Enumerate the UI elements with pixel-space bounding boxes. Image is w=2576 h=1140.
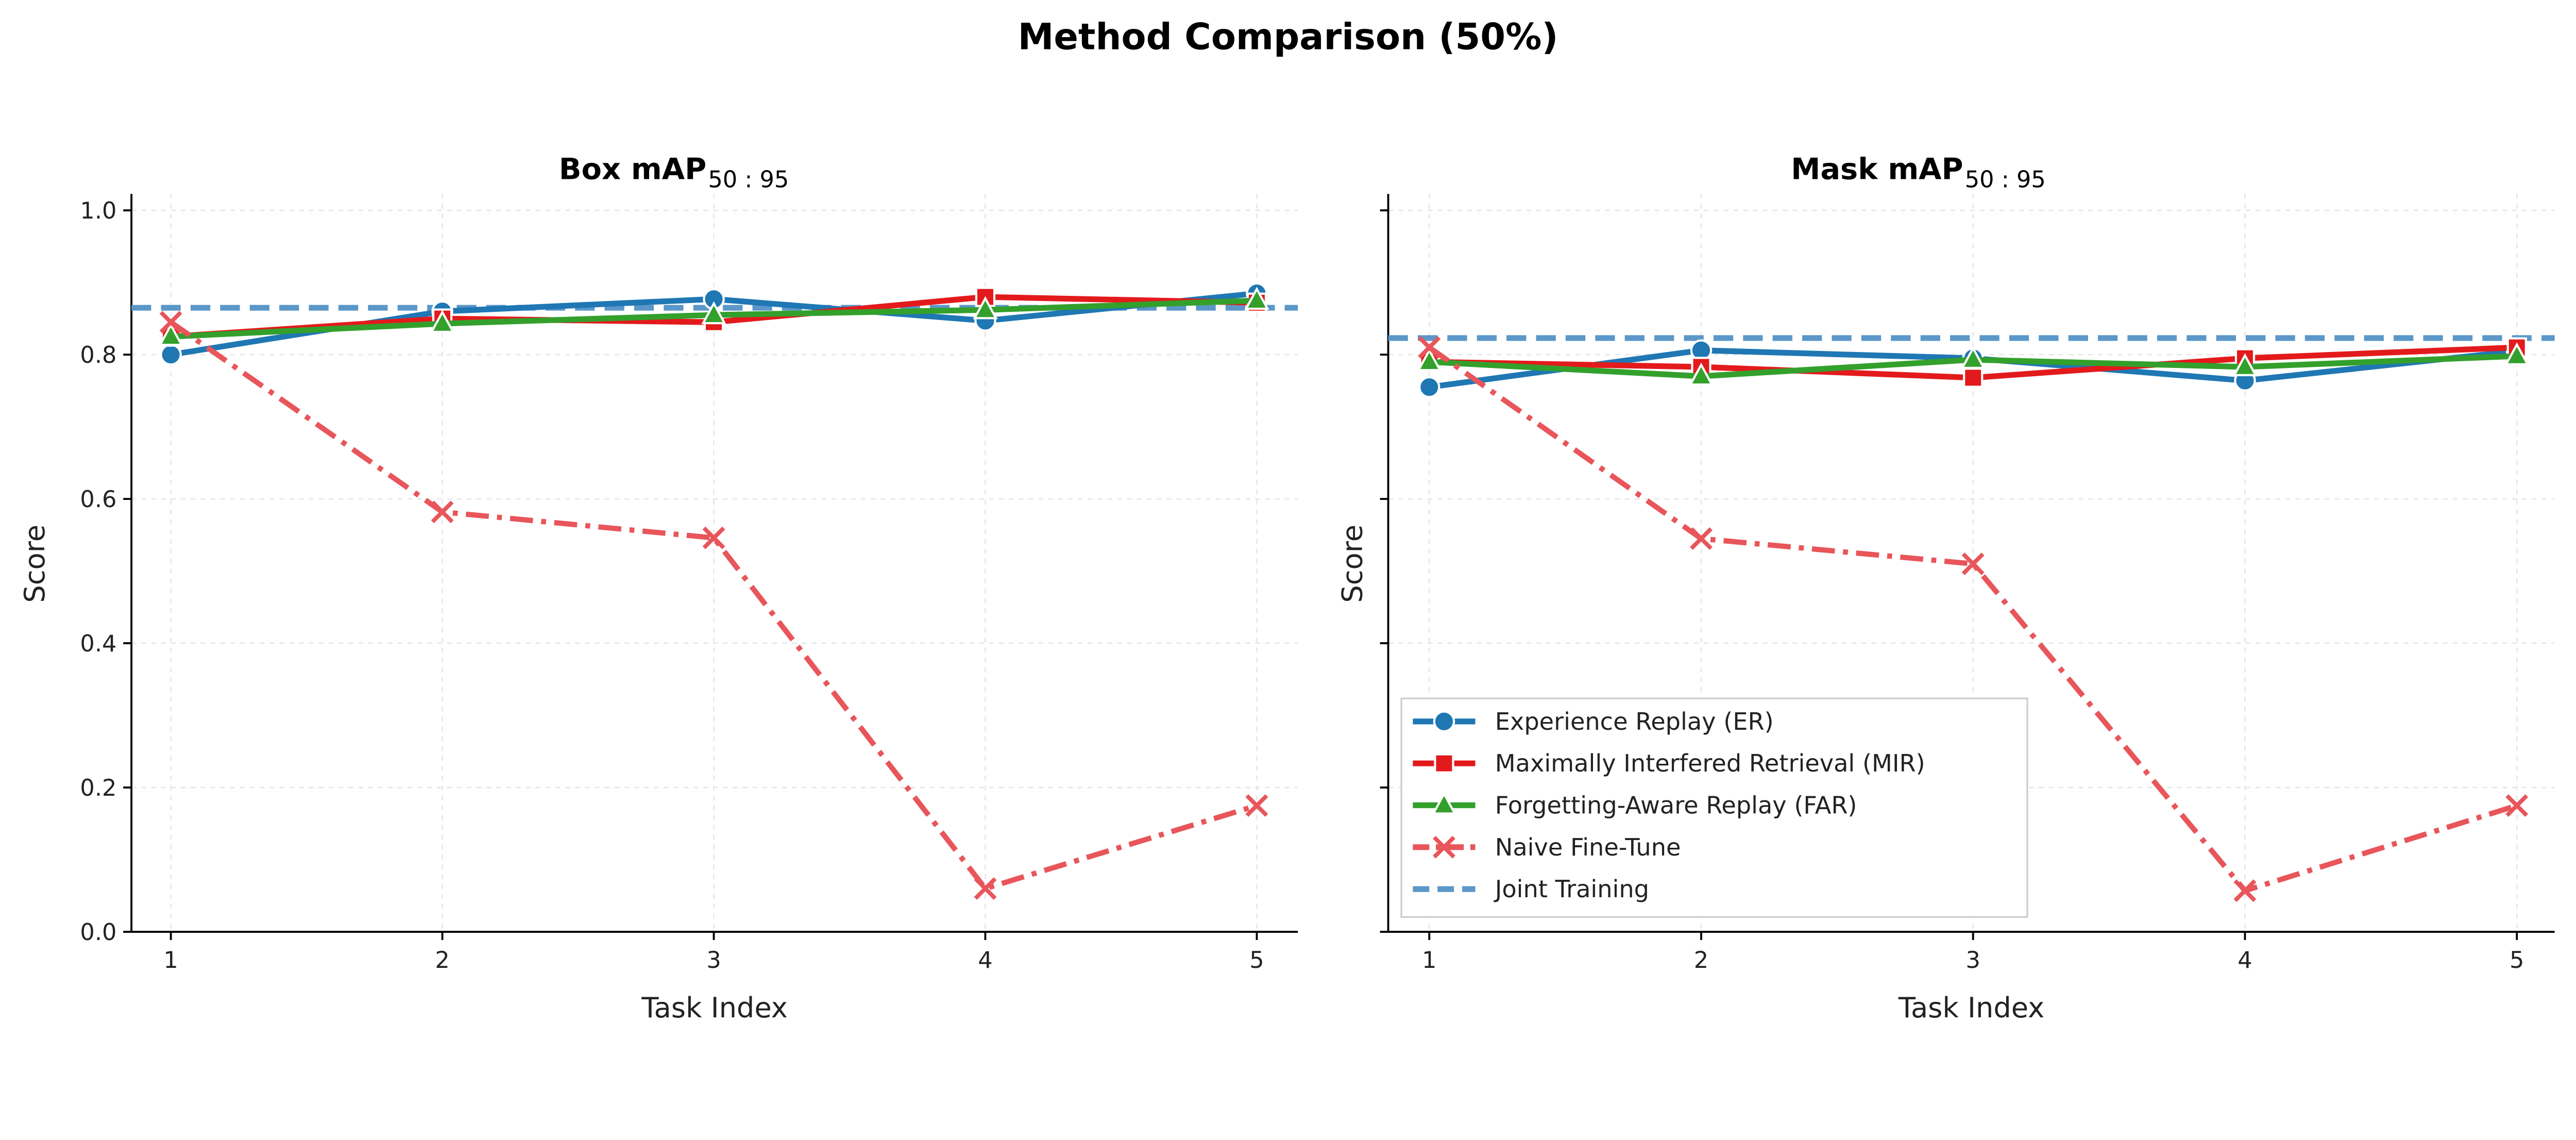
series-triangle — [158, 287, 1269, 346]
x-tick-label: 4 — [2238, 947, 2252, 974]
data-point — [1418, 376, 1440, 398]
panel-title-main: Mask mAP — [1791, 152, 1963, 187]
y-tick-label: 1.0 — [80, 197, 116, 224]
panel-mask: 1 2 3 4 5 Task Index Score Mask mAP 50 : 95 — [1336, 152, 2555, 1024]
legend-item: Forgetting-Aware Replay (FAR) — [1413, 791, 1857, 819]
legend-label: Joint Training — [1494, 875, 1649, 903]
panel-title-subscript: 50 : 95 — [708, 166, 789, 193]
y-axis-label: Score — [1336, 525, 1368, 603]
data-point — [973, 296, 998, 320]
y-tick-label: 0.0 — [80, 919, 116, 946]
x-tick-label: 5 — [2510, 947, 2524, 974]
y-tick-label: 0.4 — [80, 630, 116, 657]
x-tick-label: 4 — [978, 947, 992, 974]
legend-frame — [1400, 697, 2028, 918]
data-point — [1960, 346, 1986, 369]
data-point — [1418, 336, 1441, 359]
legend-marker — [1434, 753, 1454, 774]
x-tick-label: 5 — [1249, 947, 1264, 974]
series-line — [169, 320, 1258, 892]
legend-label: Experience Replay (ER) — [1495, 708, 1774, 735]
panel-title: Box mAP 50 : 95 — [559, 152, 789, 193]
x-tick-label: 1 — [1422, 947, 1436, 974]
legend-item: Experience Replay (ER) — [1413, 708, 1774, 735]
legend-label: Maximally Interfered Retrieval (MIR) — [1495, 749, 1925, 777]
data-point — [1244, 287, 1269, 310]
legend-marker — [1431, 791, 1457, 815]
panel-title-main: Box mAP — [559, 152, 706, 187]
data-point — [1690, 527, 1713, 550]
data-point — [1961, 552, 1985, 576]
legend-marker — [1433, 710, 1455, 733]
x-tick-label: 2 — [435, 947, 449, 974]
data-point — [2232, 353, 2258, 376]
data-point — [974, 877, 997, 900]
series-triangle — [1417, 342, 2530, 386]
data-point — [430, 310, 455, 333]
data-point — [1688, 362, 1714, 386]
y-tick-label: 0.8 — [80, 342, 116, 368]
series-line — [1428, 345, 2518, 894]
y-tick-label: 0.6 — [80, 486, 116, 513]
legend: Experience Replay (ER) Maximally Interfer… — [1400, 697, 2028, 918]
legend-label: Forgetting-Aware Replay (FAR) — [1495, 791, 1857, 819]
data-point — [1245, 794, 1268, 817]
legend-marker — [1432, 835, 1455, 859]
data-point — [2233, 879, 2257, 902]
panel-box: 0.0 0.2 0.4 0.6 0.8 1.0 1 2 3 4 5 Task Index Score Bo… — [19, 152, 1298, 1024]
x-tick-label: 3 — [706, 947, 721, 974]
legend-item: Naive Fine-Tune — [1413, 833, 1681, 861]
x-tick-label: 3 — [1966, 947, 1980, 974]
x-tick-label: 2 — [1694, 947, 1708, 974]
x-axis-label: Task Index — [641, 992, 787, 1024]
panel-title-subscript: 50 : 95 — [1965, 166, 2046, 193]
y-axis-label: Score — [19, 525, 51, 603]
data-point — [160, 343, 182, 366]
data-point — [159, 311, 182, 334]
y-tick-label: 0.2 — [80, 775, 116, 801]
legend-label: Naive Fine-Tune — [1495, 833, 1681, 861]
data-point — [701, 301, 726, 325]
data-point — [2504, 342, 2530, 365]
legend-item: Joint Training — [1413, 875, 1649, 903]
panel-title: Mask mAP 50 : 95 — [1791, 152, 2046, 193]
figure-title: Method Comparison (50%) — [1018, 16, 1558, 58]
data-point — [431, 500, 454, 524]
data-point — [158, 323, 183, 346]
data-point — [1963, 367, 1984, 388]
data-point — [1417, 348, 1442, 372]
x-axis-label: Task Index — [1898, 992, 2044, 1024]
data-point — [2505, 794, 2529, 817]
data-point — [702, 526, 725, 549]
x-tick-label: 1 — [163, 947, 178, 974]
series-x — [1418, 336, 2529, 902]
legend-item: Maximally Interfered Retrieval (MIR) — [1413, 749, 1925, 777]
figure: Method Comparison (50%) 0.0 0.2 0.4 0.6 0.8 1… — [19, 16, 2555, 1024]
series-x — [159, 311, 1268, 900]
